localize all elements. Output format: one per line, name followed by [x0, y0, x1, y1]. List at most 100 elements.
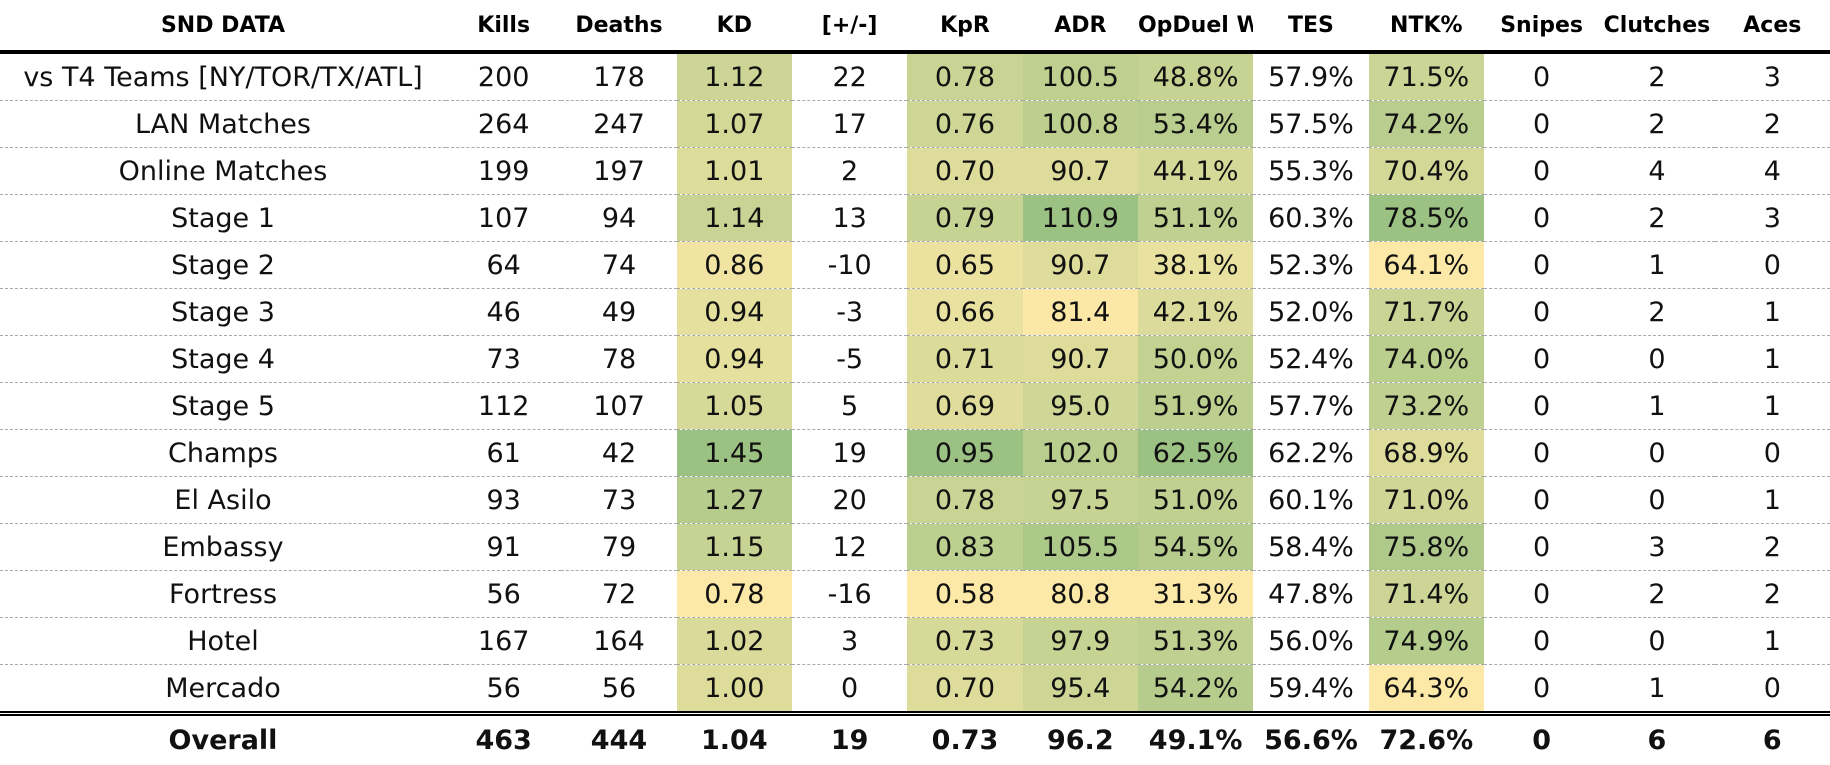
cell: 56 [446, 571, 561, 618]
cell: 100.5 [1023, 52, 1138, 101]
cell: 0.65 [907, 242, 1022, 289]
cell: 1 [1599, 383, 1714, 430]
cell: 74.2% [1369, 101, 1484, 148]
cell: 54.5% [1138, 524, 1253, 571]
total-cell: 1.04 [677, 714, 792, 765]
row-label: Fortress [0, 571, 446, 618]
cell: 1 [1715, 336, 1830, 383]
cell: 1.01 [677, 148, 792, 195]
cell: 53.4% [1138, 101, 1253, 148]
column-header: Clutches [1599, 0, 1714, 52]
cell: 20 [792, 477, 907, 524]
cell: 0.70 [907, 665, 1022, 714]
cell: 74.0% [1369, 336, 1484, 383]
cell: 2 [1599, 195, 1714, 242]
column-header: Deaths [561, 0, 676, 52]
cell: 1.02 [677, 618, 792, 665]
cell: 4 [1715, 148, 1830, 195]
cell: 54.2% [1138, 665, 1253, 714]
cell: 51.0% [1138, 477, 1253, 524]
cell: 178 [561, 52, 676, 101]
row-label: Embassy [0, 524, 446, 571]
cell: 3 [792, 618, 907, 665]
cell: 107 [561, 383, 676, 430]
cell: 0 [1599, 336, 1714, 383]
cell: 57.7% [1253, 383, 1368, 430]
cell: 2 [1599, 571, 1714, 618]
cell: 51.1% [1138, 195, 1253, 242]
cell: -3 [792, 289, 907, 336]
cell: 52.4% [1253, 336, 1368, 383]
cell: 0.94 [677, 289, 792, 336]
cell: 0 [1484, 148, 1599, 195]
cell: 74.9% [1369, 618, 1484, 665]
cell: -10 [792, 242, 907, 289]
cell: 0 [1484, 336, 1599, 383]
cell: 0 [1715, 665, 1830, 714]
cell: 0.78 [677, 571, 792, 618]
total-cell: 463 [446, 714, 561, 765]
cell: 1.12 [677, 52, 792, 101]
cell: 80.8 [1023, 571, 1138, 618]
total-cell: 49.1% [1138, 714, 1253, 765]
cell: 3 [1599, 524, 1714, 571]
cell: 1 [1599, 242, 1714, 289]
cell: 100.8 [1023, 101, 1138, 148]
cell: 72 [561, 571, 676, 618]
cell: 50.0% [1138, 336, 1253, 383]
cell: 12 [792, 524, 907, 571]
cell: 1.14 [677, 195, 792, 242]
cell: 5 [792, 383, 907, 430]
cell: 0.95 [907, 430, 1022, 477]
cell: 1 [1715, 383, 1830, 430]
total-cell: 0 [1484, 714, 1599, 765]
cell: 52.3% [1253, 242, 1368, 289]
cell: 52.0% [1253, 289, 1368, 336]
cell: 0 [1599, 430, 1714, 477]
cell: 0.83 [907, 524, 1022, 571]
cell: 73 [446, 336, 561, 383]
cell: 1.00 [677, 665, 792, 714]
cell: 62.5% [1138, 430, 1253, 477]
cell: 197 [561, 148, 676, 195]
cell: 78.5% [1369, 195, 1484, 242]
cell: 57.9% [1253, 52, 1368, 101]
total-cell: 6 [1715, 714, 1830, 765]
cell: 71.5% [1369, 52, 1484, 101]
cell: 0 [1484, 242, 1599, 289]
cell: 0.69 [907, 383, 1022, 430]
cell: 0 [1484, 195, 1599, 242]
row-label: vs T4 Teams [NY/TOR/TX/ATL] [0, 52, 446, 101]
cell: 22 [792, 52, 907, 101]
row-label: Stage 1 [0, 195, 446, 242]
cell: 0.66 [907, 289, 1022, 336]
cell: 44.1% [1138, 148, 1253, 195]
cell: 64 [446, 242, 561, 289]
row-label: Mercado [0, 665, 446, 714]
cell: 51.3% [1138, 618, 1253, 665]
column-header: Snipes [1484, 0, 1599, 52]
cell: 2 [792, 148, 907, 195]
cell: 0.76 [907, 101, 1022, 148]
cell: 93 [446, 477, 561, 524]
cell: 200 [446, 52, 561, 101]
total-cell: 19 [792, 714, 907, 765]
cell: 0 [1484, 383, 1599, 430]
cell: 61 [446, 430, 561, 477]
cell: 2 [1715, 571, 1830, 618]
column-header: KD [677, 0, 792, 52]
